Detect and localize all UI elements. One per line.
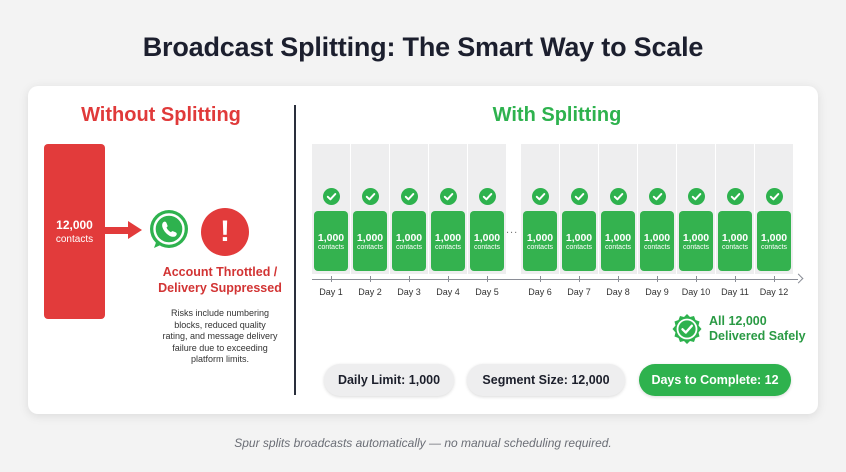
page-title: Broadcast Splitting: The Smart Way to Sc… [142, 32, 704, 62]
segment-block: 1,000 contacts [431, 211, 465, 271]
risk-line: failure due to exceeding [172, 342, 268, 353]
check-icon [401, 188, 418, 205]
check-icon [727, 188, 744, 205]
segment-count: 1,000 [395, 232, 423, 244]
day-label: Day 6 [528, 287, 552, 297]
segment-block: 1,000 contacts [523, 211, 557, 271]
check-icon [610, 188, 627, 205]
check-icon [766, 188, 783, 205]
segment-unit: contacts [565, 244, 593, 251]
segment-count: 1,000 [526, 232, 554, 244]
segment-unit: contacts [317, 244, 345, 251]
segment-count: 1,000 [356, 232, 384, 244]
delivery-summary: All 12,000 Delivered Safely [709, 314, 806, 344]
summary-line: All 12,000 [709, 314, 767, 328]
segment-block: 1,000 contacts [314, 211, 348, 271]
segment-block: 1,000 contacts [562, 211, 596, 271]
segment-block: 1,000 contacts [718, 211, 752, 271]
segment-size-pill: Segment Size: 12,000 [467, 364, 625, 396]
day-label: Day 9 [645, 287, 669, 297]
segment-count: 1,000 [604, 232, 632, 244]
day-label: Day 2 [358, 287, 382, 297]
gap-ellipsis: ... [506, 224, 519, 236]
segment-unit: contacts [721, 244, 749, 251]
risks-description: Risks include numbering blocks, reduced … [146, 308, 294, 366]
summary-line: Delivered Safely [709, 329, 806, 343]
whatsapp-icon [148, 208, 190, 252]
day-label: Day 12 [759, 287, 789, 297]
segment-count: 1,000 [317, 232, 345, 244]
with-splitting-heading: With Splitting [492, 104, 622, 126]
day-label: Day 10 [681, 287, 711, 297]
segment-count: 1,000 [643, 232, 671, 244]
throttle-warning: Account Throttled / Delivery Suppressed [150, 264, 290, 296]
day-label: Day 1 [319, 287, 343, 297]
segment-block: 1,000 contacts [601, 211, 635, 271]
segment-block: 1,000 contacts [679, 211, 713, 271]
check-icon [571, 188, 588, 205]
segment-block: 1,000 contacts [392, 211, 426, 271]
segment-count: 1,000 [760, 232, 788, 244]
segment-block: 1,000 contacts [470, 211, 504, 271]
warning-line: Account Throttled / [162, 265, 278, 279]
check-icon [323, 188, 340, 205]
arrow-right-icon [128, 221, 142, 239]
daily-limit-pill: Daily Limit: 1,000 [324, 364, 454, 396]
shield-check-icon [671, 313, 703, 345]
day-label: Day 4 [436, 287, 460, 297]
segment-unit: contacts [473, 244, 501, 251]
section-divider [294, 105, 296, 395]
segment-count: 1,000 [434, 232, 462, 244]
unsplit-unit: contacts [55, 234, 94, 245]
check-icon [649, 188, 666, 205]
timeline-axis [312, 279, 798, 280]
alert-icon: ! [201, 208, 249, 256]
segment-unit: contacts [643, 244, 671, 251]
segment-unit: contacts [604, 244, 632, 251]
day-label: Day 3 [397, 287, 421, 297]
arrow-shaft [105, 227, 131, 234]
segment-unit: contacts [356, 244, 384, 251]
segment-unit: contacts [760, 244, 788, 251]
without-splitting-heading: Without Splitting [81, 104, 241, 126]
unsplit-contacts-block: 12,000 contacts [44, 144, 105, 319]
day-label: Day 7 [567, 287, 591, 297]
segment-unit: contacts [395, 244, 423, 251]
check-icon [440, 188, 457, 205]
risk-line: platform limits. [190, 354, 249, 364]
risk-line: rating, and message delivery [162, 331, 278, 341]
segment-unit: contacts [526, 244, 554, 251]
check-icon [362, 188, 379, 205]
segment-count: 1,000 [473, 232, 501, 244]
check-icon [479, 188, 496, 205]
footer-note: Spur splits broadcasts automatically — n… [234, 436, 612, 450]
segment-block: 1,000 contacts [757, 211, 791, 271]
segment-count: 1,000 [682, 232, 710, 244]
segment-block: 1,000 contacts [640, 211, 674, 271]
segment-unit: contacts [434, 244, 462, 251]
day-label: Day 8 [606, 287, 630, 297]
days-to-complete-pill: Days to Complete: 12 [639, 364, 791, 396]
check-icon [688, 188, 705, 205]
day-label: Day 11 [721, 287, 749, 297]
segment-block: 1,000 contacts [353, 211, 387, 271]
segment-count: 1,000 [721, 232, 749, 244]
warning-line: Delivery Suppressed [158, 281, 282, 295]
risk-line: blocks, reduced quality [174, 319, 266, 330]
day-label: Day 5 [475, 287, 499, 297]
segment-count: 1,000 [565, 232, 593, 244]
risk-line: Risks include numbering [170, 308, 270, 318]
check-icon [532, 188, 549, 205]
segment-unit: contacts [682, 244, 710, 251]
unsplit-count: 12,000 [56, 218, 93, 232]
